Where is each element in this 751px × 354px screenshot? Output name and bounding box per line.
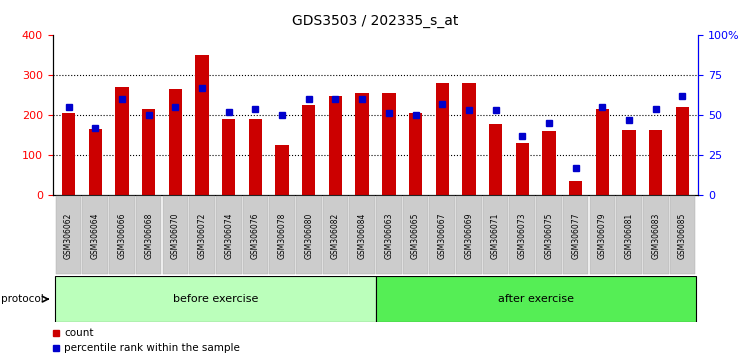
Text: count: count <box>65 328 94 338</box>
Bar <box>249 119 262 195</box>
Text: GSM306073: GSM306073 <box>517 212 526 259</box>
Bar <box>509 196 535 274</box>
Bar <box>349 196 375 274</box>
Text: GSM306076: GSM306076 <box>251 212 260 259</box>
Bar <box>670 196 695 274</box>
Text: GDS3503 / 202335_s_at: GDS3503 / 202335_s_at <box>292 14 459 28</box>
Bar <box>643 196 668 274</box>
Bar <box>596 109 609 195</box>
Text: after exercise: after exercise <box>498 294 574 304</box>
Text: GSM306065: GSM306065 <box>411 212 420 259</box>
Text: before exercise: before exercise <box>173 294 258 304</box>
Bar <box>109 196 134 274</box>
Bar <box>483 196 508 274</box>
Bar <box>216 196 242 274</box>
Bar <box>382 93 396 195</box>
Bar <box>676 107 689 195</box>
Text: GSM306068: GSM306068 <box>144 212 153 259</box>
Bar <box>355 93 369 195</box>
Text: GSM306080: GSM306080 <box>304 212 313 259</box>
Text: GSM306085: GSM306085 <box>678 212 687 259</box>
Text: GSM306079: GSM306079 <box>598 212 607 259</box>
Bar <box>456 196 481 274</box>
Text: GSM306069: GSM306069 <box>464 212 473 259</box>
Text: GSM306067: GSM306067 <box>438 212 447 259</box>
Bar <box>569 181 582 195</box>
Bar <box>376 196 402 274</box>
Bar <box>116 87 128 195</box>
Bar <box>136 196 161 274</box>
Text: GSM306070: GSM306070 <box>170 212 179 259</box>
Text: GSM306074: GSM306074 <box>225 212 234 259</box>
Text: GSM306071: GSM306071 <box>491 212 500 259</box>
Bar <box>83 196 108 274</box>
Bar <box>56 196 81 274</box>
Bar <box>302 105 315 195</box>
Bar <box>296 196 321 274</box>
Bar <box>409 113 422 195</box>
Text: protocol: protocol <box>1 294 44 304</box>
Bar <box>243 196 268 274</box>
Bar <box>169 89 182 195</box>
Text: GSM306077: GSM306077 <box>572 212 581 259</box>
Text: GSM306072: GSM306072 <box>198 212 207 259</box>
Text: GSM306062: GSM306062 <box>64 212 73 259</box>
Bar <box>376 276 695 322</box>
Bar <box>56 276 376 322</box>
Text: GSM306081: GSM306081 <box>625 212 634 258</box>
Bar <box>430 196 455 274</box>
Text: GSM306064: GSM306064 <box>91 212 100 259</box>
Bar <box>323 196 348 274</box>
Bar <box>276 145 289 195</box>
Bar <box>270 196 295 274</box>
Text: GSM306078: GSM306078 <box>278 212 287 259</box>
Bar <box>62 113 75 195</box>
Bar <box>649 130 662 195</box>
Bar <box>542 131 556 195</box>
Bar <box>222 119 235 195</box>
Bar <box>536 196 562 274</box>
Bar <box>617 196 642 274</box>
Bar <box>89 129 102 195</box>
Bar <box>162 196 189 274</box>
Bar <box>329 96 342 195</box>
Bar <box>462 83 475 195</box>
Text: GSM306082: GSM306082 <box>331 212 340 258</box>
Bar <box>403 196 428 274</box>
Bar <box>489 124 502 195</box>
Text: GSM306075: GSM306075 <box>544 212 553 259</box>
Text: percentile rank within the sample: percentile rank within the sample <box>65 343 240 353</box>
Bar <box>516 143 529 195</box>
Text: GSM306083: GSM306083 <box>651 212 660 259</box>
Bar <box>436 83 449 195</box>
Bar <box>590 196 615 274</box>
Text: GSM306084: GSM306084 <box>357 212 366 259</box>
Bar <box>195 55 209 195</box>
Bar <box>142 109 155 195</box>
Text: GSM306063: GSM306063 <box>385 212 394 259</box>
Bar <box>562 196 589 274</box>
Text: GSM306066: GSM306066 <box>117 212 126 259</box>
Bar <box>189 196 215 274</box>
Bar <box>623 130 635 195</box>
